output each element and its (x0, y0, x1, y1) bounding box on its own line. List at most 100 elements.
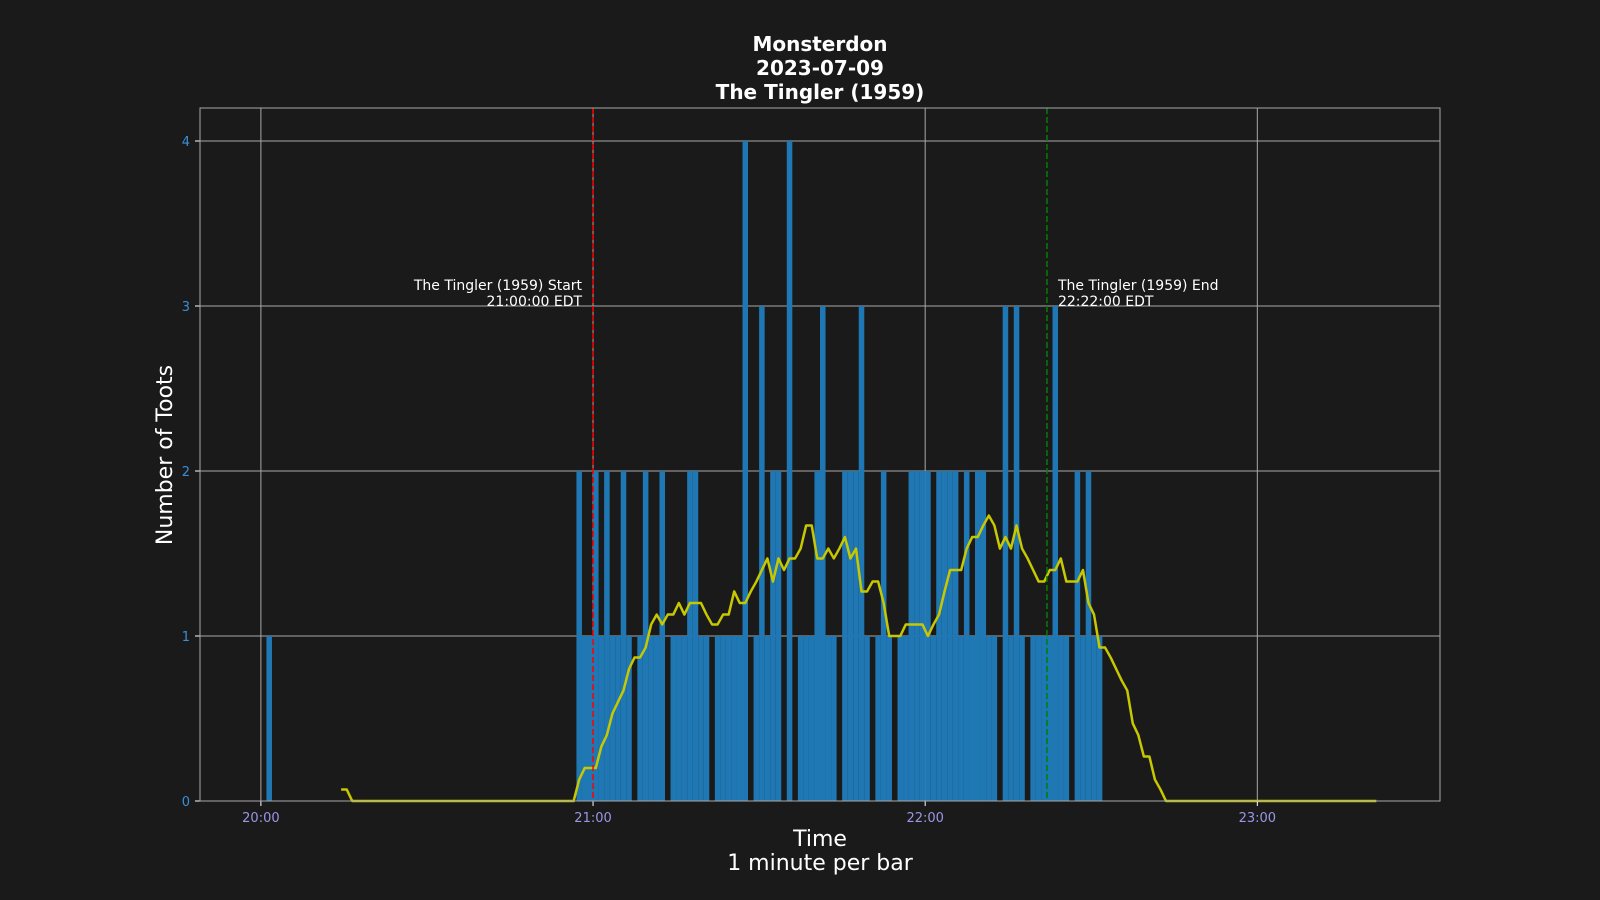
x-axis-label: Time (792, 827, 847, 852)
bar (1096, 636, 1103, 801)
bar (908, 471, 915, 801)
plot-frame (199, 107, 1441, 802)
bar (1019, 636, 1025, 801)
bar (659, 471, 665, 801)
bar (1080, 636, 1086, 801)
bar (941, 471, 948, 801)
x-axis-sublabel: 1 minute per bar (727, 851, 914, 876)
bar (831, 636, 837, 801)
bar (880, 471, 887, 801)
bar (897, 636, 904, 801)
bar (698, 636, 704, 801)
bar (692, 471, 699, 801)
bar (875, 636, 881, 801)
bar (731, 636, 737, 801)
bar (936, 471, 942, 801)
bar (759, 306, 765, 801)
end-label-line-2: 22:22:00 EDT (1058, 294, 1154, 310)
bar (620, 471, 627, 801)
bar (720, 636, 726, 801)
bar (914, 471, 920, 801)
bar (986, 636, 992, 801)
bar (604, 471, 610, 801)
bar (1091, 636, 1097, 801)
bar (1008, 636, 1014, 801)
y-tick-label: 1 (182, 630, 190, 645)
bar (681, 636, 688, 801)
start-label-line-1: The Tingler (1959) Start (413, 278, 583, 294)
bar (847, 471, 854, 801)
bar (775, 471, 782, 801)
bar (903, 636, 909, 801)
bar (725, 636, 732, 801)
bar (653, 636, 660, 801)
bar (642, 471, 649, 801)
bar (1058, 636, 1064, 801)
bar (1052, 306, 1059, 801)
bar (637, 636, 643, 801)
bar (808, 636, 815, 801)
tick-layer: 0 1 2 3 4 20:00 21:00 22:00 23:00 (182, 135, 1276, 826)
bar (952, 471, 959, 801)
bar-layer (266, 141, 1103, 801)
x-tick-label: 21:00 (574, 811, 611, 826)
bar (626, 636, 632, 801)
bar (615, 636, 621, 801)
bar (753, 636, 760, 801)
bar (676, 636, 682, 801)
bar (1074, 471, 1081, 801)
bar (648, 636, 654, 801)
bar (703, 636, 710, 801)
end-label-line-1: The Tingler (1959) End (1057, 278, 1219, 294)
bar (266, 636, 272, 801)
bar (975, 471, 981, 801)
y-tick-label: 4 (182, 135, 190, 150)
y-tick-label: 0 (182, 795, 190, 810)
rolling-average-line (341, 514, 1377, 803)
bar (587, 636, 594, 801)
bar (1030, 636, 1036, 801)
bar (797, 636, 804, 801)
bar (814, 471, 820, 801)
bar (853, 471, 859, 801)
bar (991, 636, 998, 801)
bar (1013, 306, 1020, 801)
chart-title-line-3: The Tingler (1959) (716, 80, 925, 104)
bar (958, 636, 964, 801)
bar (1002, 306, 1009, 801)
y-axis-label: Number of Toots (153, 365, 178, 545)
bar (786, 141, 793, 801)
bar (803, 636, 809, 801)
bar (858, 306, 865, 801)
x-tick-label: 22:00 (906, 811, 943, 826)
bar (1085, 471, 1092, 801)
bar (825, 636, 832, 801)
x-tick-label: 23:00 (1239, 811, 1276, 826)
bar (919, 471, 926, 801)
bar (969, 636, 975, 801)
bar (1063, 636, 1070, 801)
bar (714, 636, 721, 801)
bar (581, 636, 588, 801)
bar (670, 636, 677, 801)
rolling-average-layer (341, 514, 1377, 803)
bar (963, 471, 970, 801)
y-tick-label: 3 (182, 300, 190, 315)
bar (864, 636, 870, 801)
chart-title-line-2: 2023-07-09 (756, 56, 884, 80)
bar (593, 471, 599, 801)
start-label-line-2: 21:00:00 EDT (487, 294, 583, 310)
bar (980, 471, 987, 801)
bar (930, 636, 937, 801)
bar (842, 471, 848, 801)
bar (576, 471, 582, 801)
y-tick-label: 2 (182, 465, 190, 480)
bar (770, 471, 776, 801)
bar (886, 636, 892, 801)
bar (764, 636, 771, 801)
bar (598, 636, 605, 801)
chart-title-line-1: Monsterdon (752, 32, 887, 56)
bar (687, 471, 693, 801)
